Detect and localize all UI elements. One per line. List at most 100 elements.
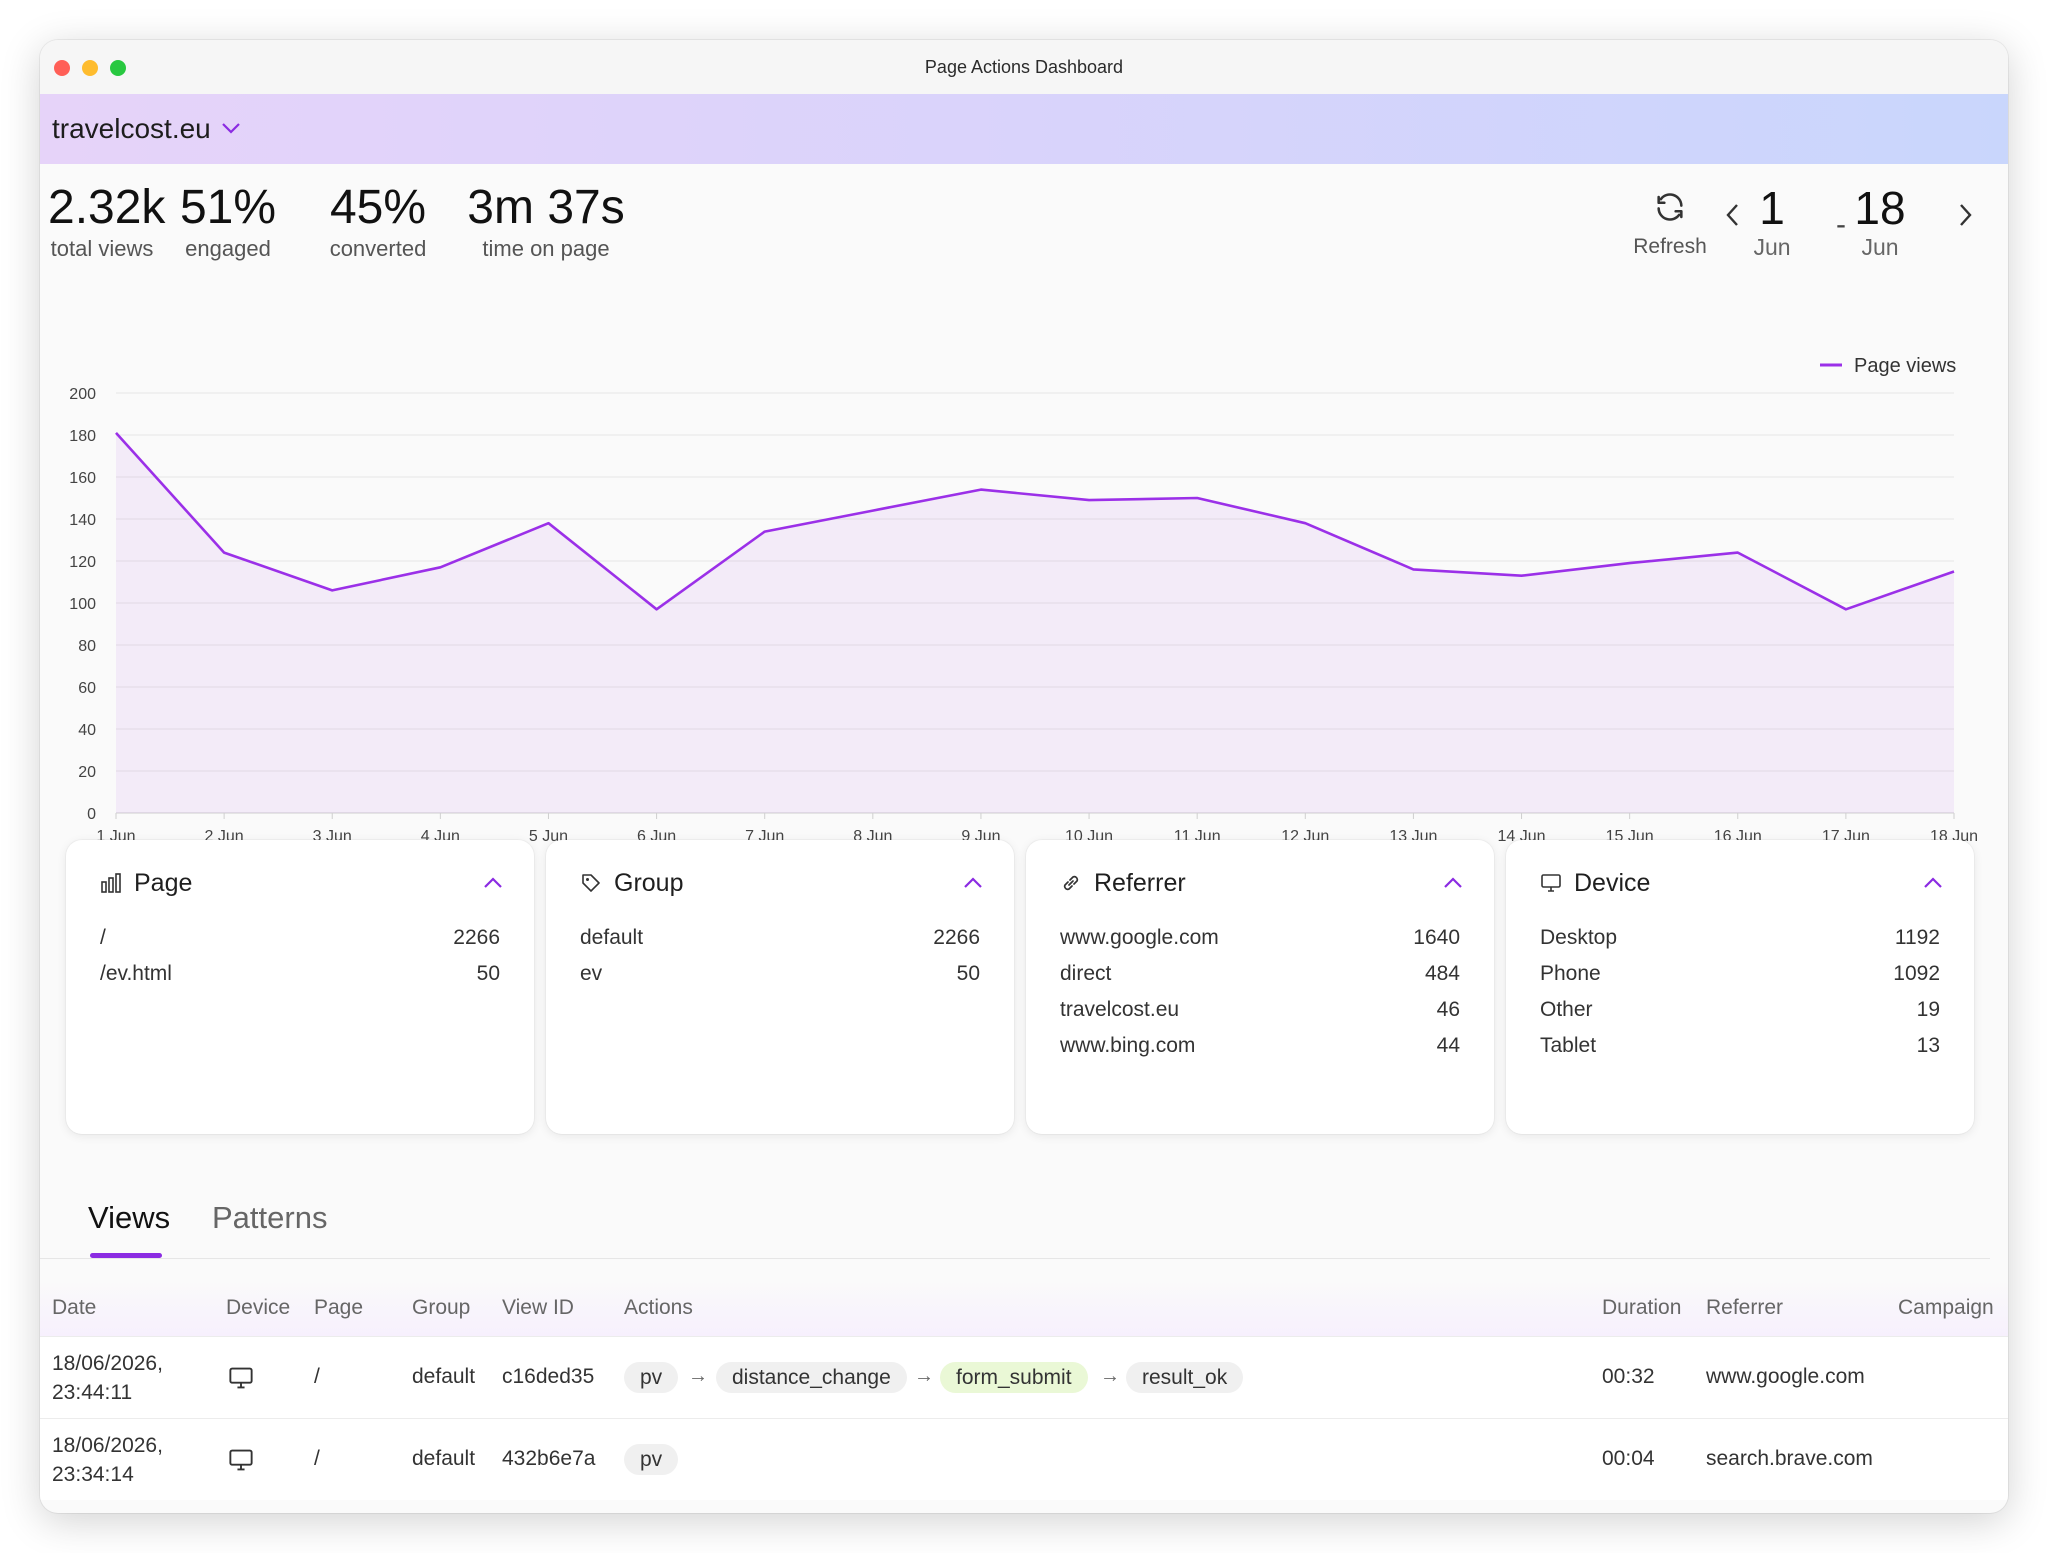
chevron-left-icon[interactable] — [1722, 200, 1744, 230]
column-header-page[interactable]: Page — [314, 1296, 364, 1319]
card-referrer: Referrer www.google.com 1640 direct 484 … — [1026, 840, 1494, 1134]
card-title: Group — [614, 868, 684, 897]
row-value: 1092 — [1893, 962, 1940, 985]
y-tick-label: 180 — [69, 428, 96, 445]
row-label: /ev.html — [100, 962, 172, 985]
row-label: www.bing.com — [1060, 1034, 1196, 1057]
chevron-down-icon[interactable] — [220, 120, 242, 136]
site-selector[interactable]: travelcost.eu — [52, 113, 211, 144]
cell-referrer: search.brave.com — [1706, 1447, 1873, 1470]
cell-page: / — [314, 1365, 320, 1388]
y-tick-label: 200 — [69, 386, 96, 403]
column-header-duration[interactable]: Duration — [1602, 1296, 1682, 1319]
row-label: Other — [1540, 998, 1593, 1021]
action-chip: result_ok — [1126, 1362, 1244, 1393]
list-item[interactable]: direct 484 — [1060, 962, 1460, 992]
arrow-right-icon: → — [688, 1365, 708, 1387]
cell-duration: 00:32 — [1602, 1365, 1655, 1388]
cell-referrer: www.google.com — [1706, 1365, 1865, 1388]
list-item[interactable]: /ev.html 50 — [100, 962, 500, 992]
tab-views[interactable]: Views — [88, 1200, 171, 1235]
row-label: Phone — [1540, 962, 1601, 985]
tab-patterns[interactable]: Patterns — [212, 1200, 328, 1235]
window-title: Page Actions Dashboard — [924, 57, 1124, 77]
list-item[interactable]: Other 19 — [1540, 998, 1940, 1028]
site-selector-bar: travelcost.eu — [40, 94, 2008, 164]
list-item[interactable]: www.bing.com 44 — [1060, 1034, 1460, 1064]
chart-legend[interactable]: Page views — [1820, 355, 1956, 377]
action-chip-highlighted: form_submit — [940, 1362, 1088, 1393]
action-chip: distance_change — [716, 1362, 907, 1393]
y-tick-label: 100 — [69, 596, 96, 613]
stat-value: 51% — [179, 181, 277, 234]
column-header-referrer[interactable]: Referrer — [1706, 1296, 1784, 1319]
list-item[interactable]: travelcost.eu 46 — [1060, 998, 1460, 1028]
refresh-label: Refresh — [1633, 235, 1707, 258]
column-header-campaign[interactable]: Campaign — [1898, 1296, 1994, 1319]
time-line: 23:34:14 — [52, 1463, 134, 1486]
list-item[interactable]: / 2266 — [100, 926, 500, 956]
card-title: Referrer — [1094, 868, 1186, 897]
card-group: Group default 2266 ev 50 — [546, 840, 1014, 1134]
y-axis-ticks: 0 20 40 60 80 100 120 140 160 180 200 — [69, 386, 96, 823]
list-item[interactable]: Desktop 1192 — [1540, 926, 1940, 956]
list-item[interactable]: Phone 1092 — [1540, 962, 1940, 992]
cell-view-id[interactable]: 432b6e7a — [502, 1447, 596, 1470]
refresh-button[interactable]: Refresh — [1620, 190, 1720, 259]
stat-label: total views — [50, 236, 154, 261]
column-header-actions[interactable]: Actions — [624, 1296, 693, 1319]
cell-view-id[interactable]: c16ded35 — [502, 1365, 595, 1388]
column-header-view-id[interactable]: View ID — [502, 1296, 574, 1319]
refresh-icon — [1657, 193, 1683, 221]
column-header-date[interactable]: Date — [52, 1296, 97, 1319]
title-bar: Page Actions Dashboard — [40, 40, 2008, 94]
cell-duration: 00:04 — [1602, 1447, 1655, 1470]
list-item[interactable]: default 2266 — [580, 926, 980, 956]
minimize-window-button[interactable] — [82, 60, 98, 76]
range-start-month: Jun — [1753, 234, 1791, 260]
range-separator: - — [1836, 208, 1846, 241]
action-chip: pv — [624, 1362, 679, 1393]
list-item[interactable]: ev 50 — [580, 962, 980, 992]
range-end-day[interactable]: 18 — [1854, 182, 1906, 234]
chevron-up-icon[interactable] — [482, 876, 504, 890]
table-row[interactable]: 18/06/2026, 23:34:14 / default 432b6e7a … — [40, 1418, 2008, 1500]
column-header-device[interactable]: Device — [226, 1296, 291, 1319]
row-label: www.google.com — [1060, 926, 1219, 949]
arrow-right-icon: → — [1100, 1365, 1120, 1387]
y-tick-label: 0 — [87, 806, 96, 823]
range-start-day[interactable]: 1 — [1759, 182, 1785, 234]
y-tick-label: 40 — [78, 722, 96, 739]
chevron-up-icon[interactable] — [1922, 876, 1944, 890]
stat-value: 3m 37s — [467, 181, 625, 234]
row-label: default — [580, 926, 644, 949]
list-item[interactable]: www.google.com 1640 — [1060, 926, 1460, 956]
chart-grid — [116, 392, 1954, 814]
row-label: travelcost.eu — [1060, 998, 1180, 1021]
stat-value: 45% — [329, 181, 427, 234]
cell-page: / — [314, 1447, 320, 1470]
table-header: Date Device Page Group View ID Actions D… — [40, 1280, 2008, 1336]
y-tick-label: 160 — [69, 470, 96, 487]
row-value: 2266 — [933, 926, 980, 949]
chevron-right-icon[interactable] — [1954, 200, 1976, 230]
date-line: 18/06/2026, — [52, 1434, 163, 1457]
legend-label: Page views — [1854, 355, 1956, 377]
list-item[interactable]: Tablet 13 — [1540, 1034, 1940, 1064]
date-line: 18/06/2026, — [52, 1352, 163, 1375]
series-area — [116, 432, 1954, 813]
column-header-group[interactable]: Group — [412, 1296, 471, 1319]
table-row[interactable]: 18/06/2026, 23:44:11 / default c16ded35 … — [40, 1336, 2008, 1418]
row-label: ev — [580, 962, 603, 985]
time-line: 23:44:11 — [52, 1381, 133, 1404]
chevron-up-icon[interactable] — [1442, 876, 1464, 890]
desktop-icon — [229, 1449, 253, 1471]
close-window-button[interactable] — [54, 60, 70, 76]
chevron-up-icon[interactable] — [962, 876, 984, 890]
zoom-window-button[interactable] — [110, 60, 126, 76]
range-end-month: Jun — [1861, 234, 1899, 260]
stat-total-views: 2.32k total views — [48, 182, 165, 262]
arrow-right-icon: → — [914, 1365, 934, 1387]
bar-chart-icon — [101, 873, 121, 893]
